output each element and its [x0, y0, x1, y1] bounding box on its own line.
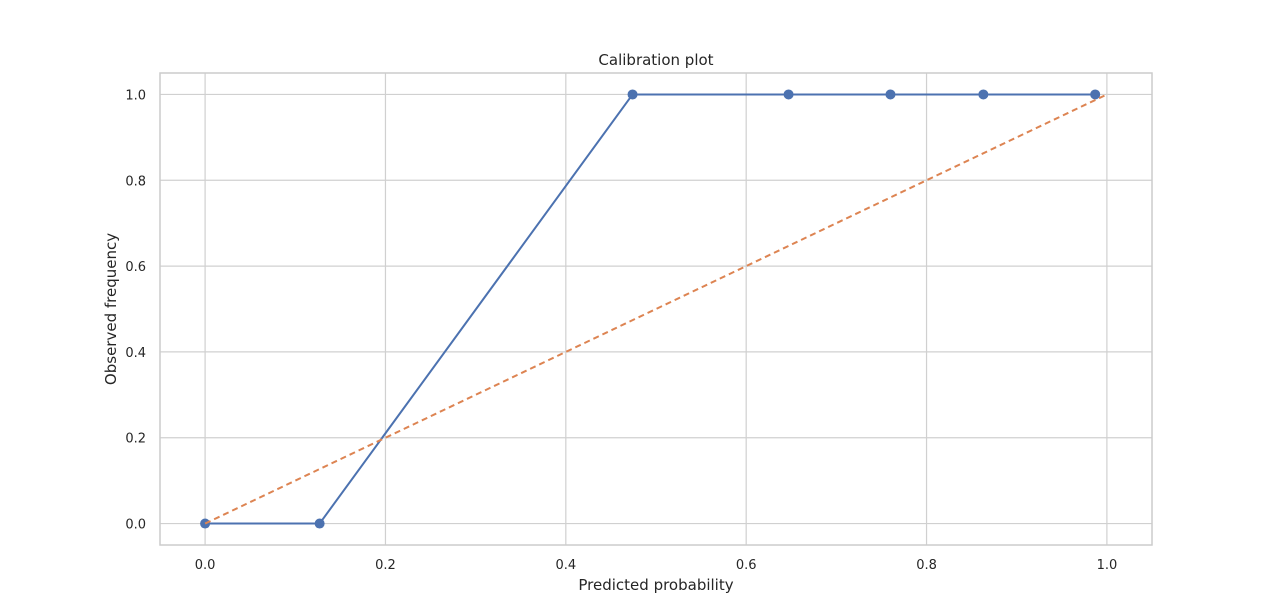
x-tick-labels: 0.0 0.2 0.4 0.6 0.8 1.0 [195, 558, 1118, 573]
data-point [314, 518, 325, 529]
data-point [978, 89, 989, 100]
x-tick-label: 1.0 [1097, 558, 1118, 573]
y-gridlines [160, 93, 1152, 525]
calibration-curve-line [205, 93, 1096, 525]
y-axis-title: Observed frequency [102, 233, 120, 385]
x-tick-label: 0.4 [555, 558, 576, 573]
x-tick-label: 0.2 [375, 558, 396, 573]
y-tick-label: 0.2 [125, 432, 146, 447]
y-tick-label: 0.6 [125, 260, 146, 275]
x-tick-label: 0.8 [916, 558, 937, 573]
reference-diagonal-line [204, 93, 1108, 525]
y-tick-label: 0.4 [125, 346, 146, 361]
data-point [783, 89, 794, 100]
x-tick-label: 0.0 [195, 558, 216, 573]
data-point [627, 89, 638, 100]
plot-frame [159, 72, 1153, 546]
x-tick-label: 0.6 [736, 558, 757, 573]
data-point [885, 89, 896, 100]
x-axis-title: Predicted probability [578, 576, 733, 594]
y-tick-label: 1.0 [125, 88, 146, 103]
data-point [1090, 89, 1101, 100]
y-tick-label: 0.0 [125, 518, 146, 533]
x-gridlines [204, 73, 1108, 545]
y-tick-label: 0.8 [125, 174, 146, 189]
y-tick-labels: 0.0 0.2 0.4 0.6 0.8 1.0 [125, 88, 146, 532]
series-layer [200, 89, 1108, 529]
chart-title: Calibration plot [598, 51, 713, 69]
